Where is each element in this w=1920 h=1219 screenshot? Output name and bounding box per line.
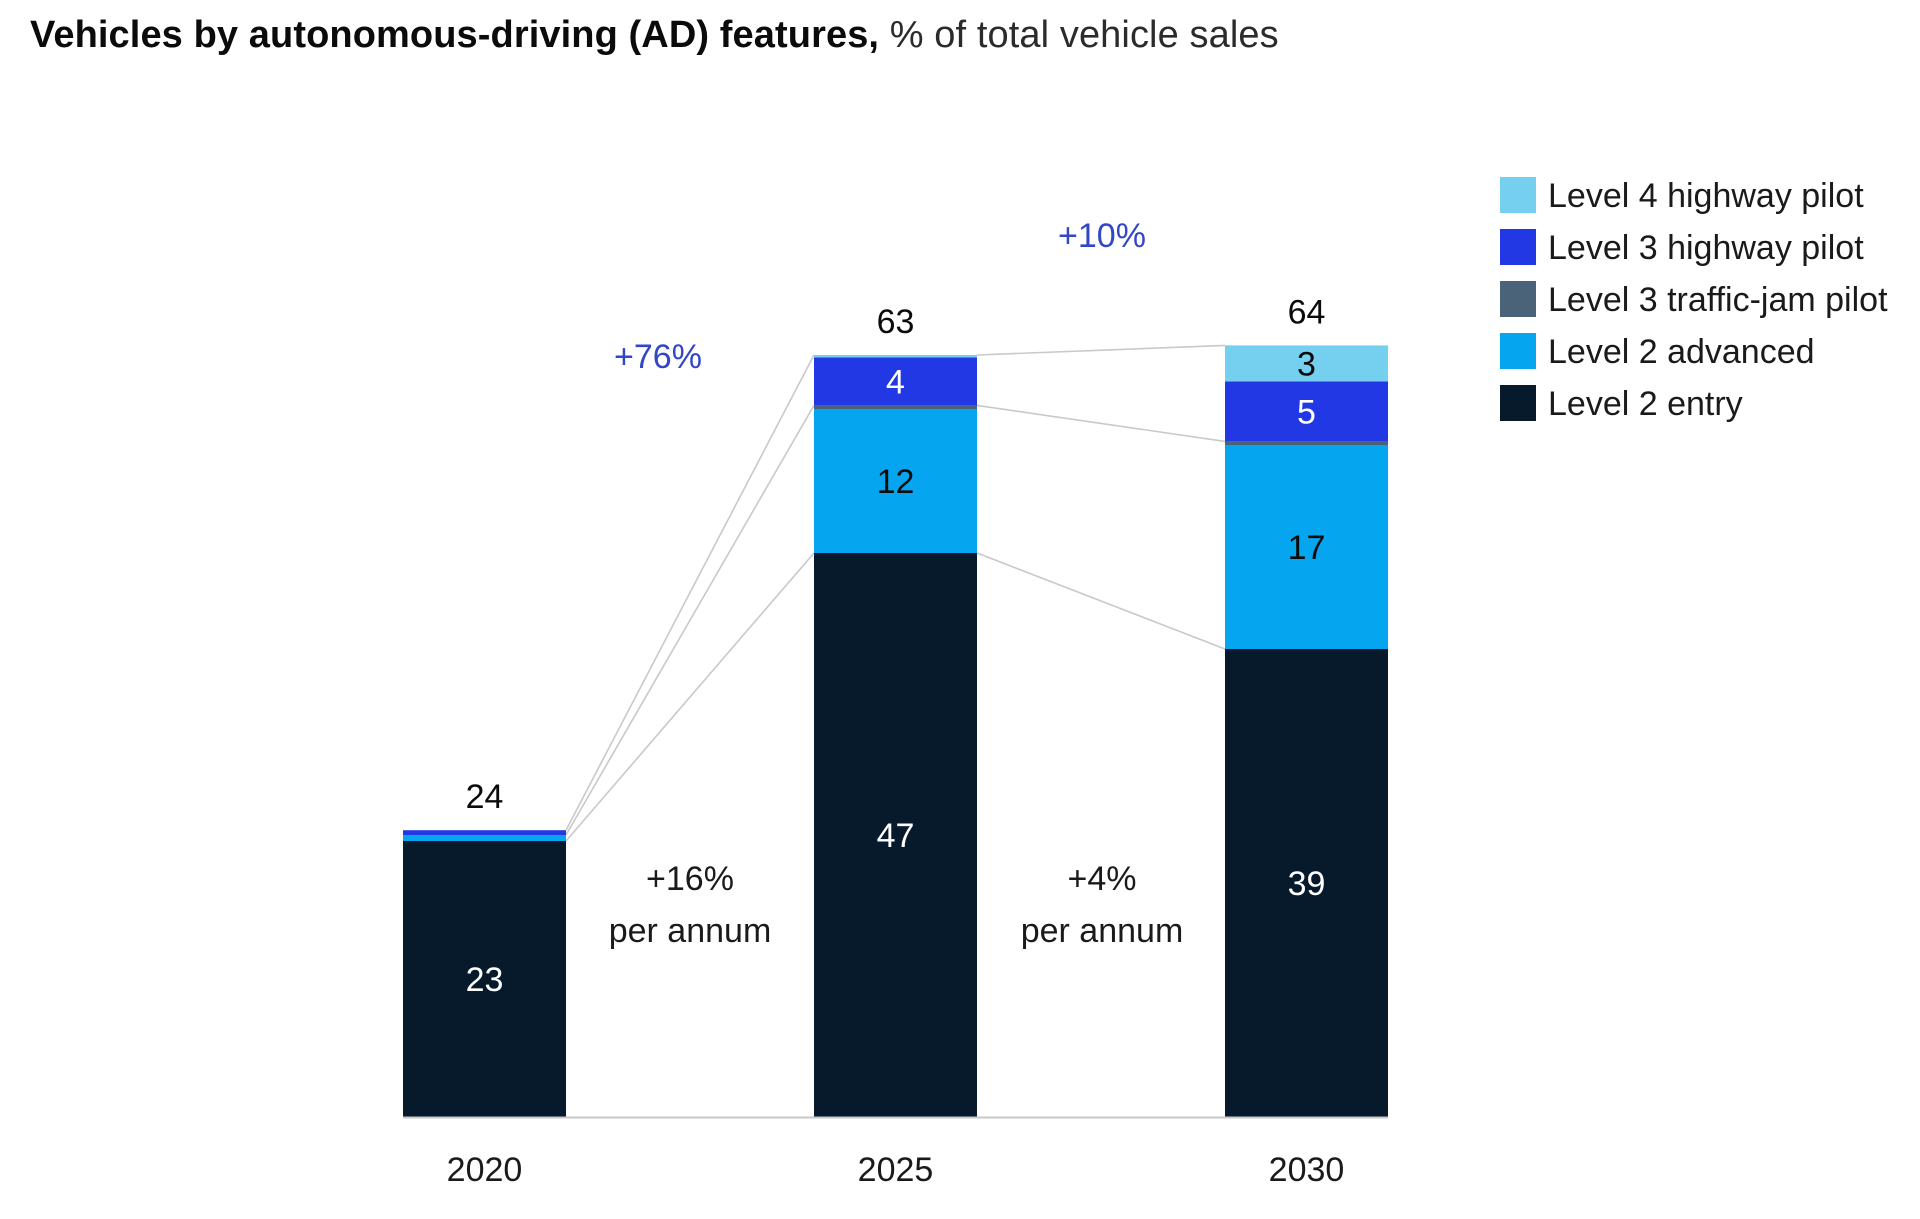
connector-line-2020-2025-1 — [565, 552, 815, 842]
total-label-2025: 63 — [877, 303, 915, 341]
connector-lines — [565, 344, 1226, 842]
bar-segment-2020-level-2-entry — [403, 841, 566, 1117]
bar-segment-2030-level-2-advanced — [1225, 445, 1388, 649]
data-label-2030-level-2-advanced: 17 — [1288, 529, 1326, 567]
data-label-2025-level-3-highway-pilot: 4 — [886, 363, 905, 401]
total-label-2030: 64 — [1288, 293, 1326, 331]
legend: Level 4 highway pilot Level 3 highway pil… — [1500, 177, 1888, 423]
x-axis-ticks: 2020 2025 2030 — [447, 1151, 1345, 1189]
annotation-1: +76% — [614, 338, 702, 376]
data-label-2025-level-2-advanced: 12 — [877, 463, 915, 501]
legend-label-level-3-highway-pilot: Level 3 highway pilot — [1548, 229, 1864, 267]
bar-segment-2025-level-2-entry — [814, 553, 977, 1117]
connector-line-2020-2025-3 — [565, 405, 815, 836]
bar-labels: 23 24 47 12 4 63 39 17 5 3 64 — [466, 293, 1326, 999]
annotation-2: +10% — [1058, 217, 1146, 255]
legend-label-level-3-traffic-jam-pilot: Level 3 traffic-jam pilot — [1548, 281, 1888, 319]
legend-label-level-2-entry: Level 2 entry — [1548, 385, 1743, 423]
connector-line-2020-2025-5 — [565, 354, 815, 831]
bar-segment-2025-level-3-traffic-jam-pilot — [814, 405, 977, 409]
bar-segment-2030-level-3-highway-pilot — [1225, 381, 1388, 442]
data-label-2030-level-2-entry: 39 — [1288, 865, 1326, 903]
annotation-4: +4% — [1068, 860, 1137, 898]
chart-title-main: Vehicles by autonomous-driving (AD) feat… — [30, 14, 880, 56]
annotation-3: +16% — [646, 860, 734, 898]
bar-segment-2025-level-3-highway-pilot — [814, 357, 977, 406]
bar-segment-2025-level-2-advanced — [814, 409, 977, 553]
bar-segment-2020-level-3-highway-pilot — [403, 830, 566, 835]
annotation-3-line2: per annum — [609, 912, 772, 950]
legend-swatch-level-2-entry — [1500, 385, 1536, 421]
connector-line-2025-2030-1 — [976, 552, 1226, 650]
connector-line-2025-2030-3 — [976, 404, 1226, 443]
x-tick-2030: 2030 — [1269, 1151, 1345, 1189]
legend-swatch-level-3-highway-pilot — [1500, 229, 1536, 265]
total-label-2020: 24 — [466, 778, 504, 816]
legend-swatch-level-3-traffic-jam-pilot — [1500, 281, 1536, 317]
legend-swatch-level-4-highway-pilot — [1500, 177, 1536, 213]
annotation-4-line2: per annum — [1021, 912, 1184, 950]
data-label-2025-level-2-entry: 47 — [877, 817, 915, 855]
chart-title: Vehicles by autonomous-driving (AD) feat… — [30, 14, 1279, 57]
chart-subtitle: % of total vehicle sales — [889, 14, 1279, 56]
bar-segment-2025-level-4-highway-pilot — [814, 355, 977, 358]
bar-segment-2020-level-2-advanced — [403, 835, 566, 841]
connector-line-2025-2030-5 — [976, 344, 1226, 356]
data-label-2020-level-2-entry: 23 — [466, 961, 504, 999]
bar-segment-2030-level-4-highway-pilot — [1225, 345, 1388, 382]
bars — [403, 345, 1388, 1117]
bar-segment-2030-level-2-entry — [1225, 649, 1388, 1117]
legend-label-level-4-highway-pilot: Level 4 highway pilot — [1548, 177, 1864, 215]
bar-segment-2030-level-3-traffic-jam-pilot — [1225, 441, 1388, 445]
x-tick-2025: 2025 — [858, 1151, 934, 1189]
data-label-2030-level-4-highway-pilot: 3 — [1297, 345, 1316, 383]
data-label-2030-level-3-highway-pilot: 5 — [1297, 393, 1316, 431]
growth-annotations: +76% +10% +16% per annum +4% per annum — [609, 217, 1184, 950]
x-tick-2020: 2020 — [447, 1151, 523, 1189]
legend-label-level-2-advanced: Level 2 advanced — [1548, 333, 1815, 371]
legend-swatch-level-2-advanced — [1500, 333, 1536, 369]
